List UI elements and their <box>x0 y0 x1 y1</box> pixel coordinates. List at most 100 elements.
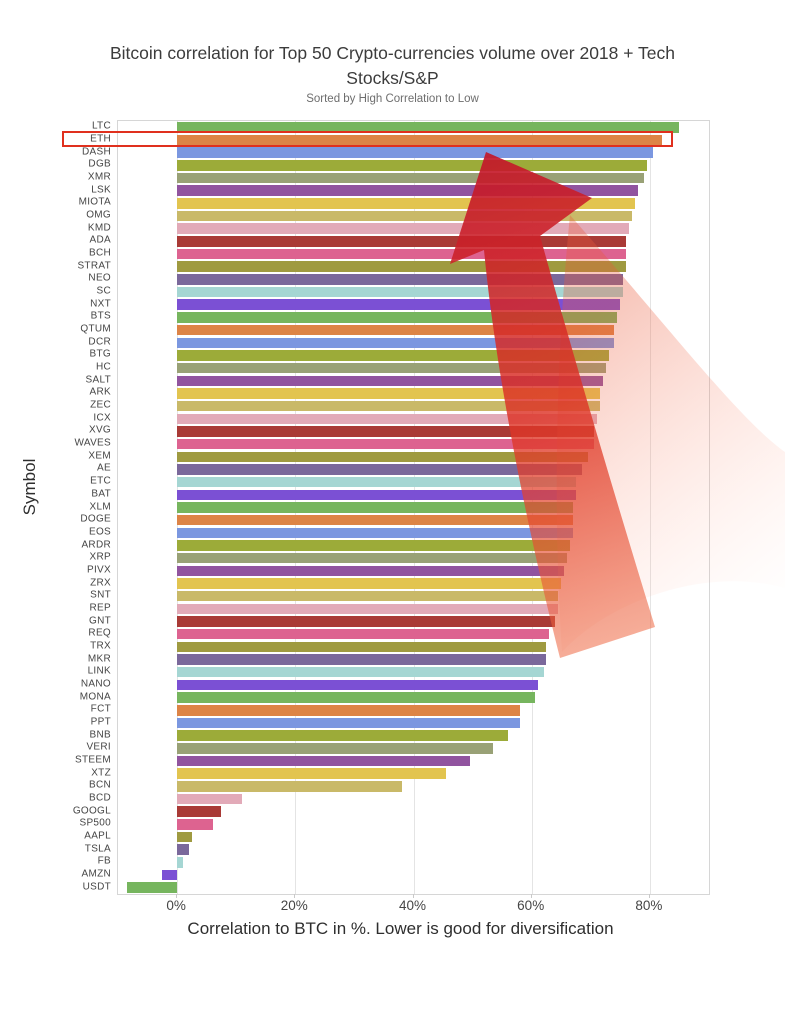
y-tick-label-HC: HC <box>95 361 111 373</box>
y-tick-label-BTG: BTG <box>89 348 111 360</box>
y-tick-label-FB: FB <box>97 855 111 867</box>
y-tick-label-GOOGL: GOOGL <box>72 805 111 817</box>
bar-LSK <box>177 185 639 196</box>
bar-DASH <box>177 147 653 158</box>
bar-ADA <box>177 236 627 247</box>
y-tick-label-TRX: TRX <box>90 640 111 652</box>
eth-highlight-box <box>62 131 673 147</box>
bar-XMR <box>177 172 644 184</box>
bar-QTUM <box>177 324 615 336</box>
bar-SP500 <box>177 819 213 830</box>
y-tick-label-STEEM: STEEM <box>75 754 111 766</box>
y-tick-label-SC: SC <box>96 285 111 297</box>
bar-WAVES <box>177 438 594 450</box>
y-tick-label-DGB: DGB <box>88 158 111 170</box>
bar-LINK <box>177 666 544 678</box>
y-tick-label-WAVES: WAVES <box>74 437 111 449</box>
bar-TRX <box>177 641 547 653</box>
x-tickmark-80% <box>648 894 650 898</box>
y-tick-label-AMZN: AMZN <box>81 868 111 880</box>
bar-BTS <box>177 312 618 323</box>
y-tick-label-ARDR: ARDR <box>81 539 111 551</box>
bar-XLM <box>177 502 574 513</box>
bar-REP <box>177 603 559 615</box>
bar-PIVX <box>177 565 565 577</box>
chart-title: Bitcoin correlation for Top 50 Crypto-cu… <box>110 43 675 88</box>
y-tick-label-NEO: NEO <box>88 272 111 284</box>
y-tick-label-QTUM: QTUM <box>80 323 111 335</box>
x-tick-label-80%: 80% <box>635 898 663 913</box>
bar-PPT <box>177 717 520 729</box>
y-tick-label-XRP: XRP <box>89 551 111 563</box>
bar-BCN <box>177 781 402 792</box>
x-tick-label-40%: 40% <box>398 898 427 913</box>
bar-ETC <box>177 476 577 488</box>
x-tickmark-40% <box>412 894 414 898</box>
y-tick-label-MIOTA: MIOTA <box>78 196 111 208</box>
y-tick-label-LINK: LINK <box>87 665 111 677</box>
x-tickmark-60% <box>530 894 532 898</box>
bar-BNB <box>177 730 509 741</box>
x-tick-label-0%: 0% <box>166 898 186 913</box>
y-tick-label-BAT: BAT <box>91 488 111 500</box>
y-tick-label-AAPL: AAPL <box>84 830 111 842</box>
y-tick-label-FCT: FCT <box>90 703 111 715</box>
y-tick-label-SALT: SALT <box>85 374 111 386</box>
bar-STEEM <box>177 755 470 767</box>
bar-AE <box>177 464 582 475</box>
y-tick-label-LTC: LTC <box>91 120 111 132</box>
bar-ETH <box>177 134 662 146</box>
bar-XTZ <box>177 768 446 779</box>
bar-ARDR <box>177 540 571 551</box>
y-tick-label-DCR: DCR <box>88 336 111 348</box>
y-tick-label-XVG: XVG <box>88 424 111 436</box>
bar-MONA <box>177 692 535 703</box>
x-axis-title: Correlation to BTC in %. Lower is good f… <box>187 919 614 938</box>
bar-BCD <box>177 793 243 805</box>
bar-LTC <box>177 122 680 133</box>
y-tick-label-STRAT: STRAT <box>77 260 111 272</box>
y-tick-label-ZRX: ZRX <box>90 577 111 589</box>
bar-VERI <box>177 743 494 754</box>
y-tick-label-REP: REP <box>89 602 111 614</box>
y-tick-label-LSK: LSK <box>91 184 111 196</box>
bar-FCT <box>177 705 520 716</box>
y-tick-label-MKR: MKR <box>87 653 111 665</box>
bar-AAPL <box>177 831 192 843</box>
bar-NANO <box>177 679 538 691</box>
bar-SC <box>177 286 624 298</box>
bar-STRAT <box>177 261 627 272</box>
bar-BAT <box>177 489 577 501</box>
bar-ZEC <box>177 400 600 412</box>
bar-REQ <box>177 628 550 640</box>
bar-KMD <box>177 223 630 234</box>
bar-DOGE <box>177 514 574 526</box>
x-tickmark-20% <box>294 894 296 898</box>
x-tick-label-20%: 20% <box>280 898 308 913</box>
bar-DCR <box>177 337 615 348</box>
y-tick-label-BCD: BCD <box>88 792 111 804</box>
bar-SALT <box>177 375 603 387</box>
y-tick-label-ICX: ICX <box>93 412 111 424</box>
bar-GOOGL <box>177 806 222 817</box>
y-tick-label-KMD: KMD <box>87 222 111 234</box>
bar-HC <box>177 362 606 374</box>
bar-MKR <box>177 654 547 665</box>
y-tick-label-SP500: SP500 <box>79 817 111 829</box>
y-tick-label-SNT: SNT <box>90 589 111 601</box>
y-tick-label-EOS: EOS <box>88 526 111 538</box>
y-tick-label-BCN: BCN <box>88 779 111 791</box>
y-tick-label-USDT: USDT <box>82 881 111 893</box>
x-tickmark-0% <box>176 894 178 898</box>
y-tick-label-REQ: REQ <box>88 627 111 639</box>
bar-EOS <box>177 527 574 539</box>
bar-USDT <box>126 882 178 893</box>
bar-ICX <box>177 413 597 425</box>
y-tick-label-BCH: BCH <box>88 247 111 259</box>
y-tick-label-DOGE: DOGE <box>80 513 111 525</box>
bar-ZRX <box>177 578 562 589</box>
bar-NXT <box>177 299 621 310</box>
bar-DGB <box>177 160 647 171</box>
bar-OMG <box>177 210 633 222</box>
